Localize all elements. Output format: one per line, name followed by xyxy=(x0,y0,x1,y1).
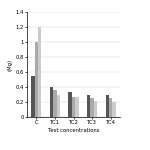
Y-axis label: (Mg): (Mg) xyxy=(7,58,12,70)
Bar xyxy=(57,95,60,117)
Bar xyxy=(38,27,41,117)
Bar xyxy=(109,98,112,117)
Bar xyxy=(68,92,72,117)
Bar xyxy=(50,87,53,117)
X-axis label: Test concentrations: Test concentrations xyxy=(48,128,99,133)
Bar xyxy=(35,42,38,117)
Bar xyxy=(31,76,35,117)
Bar xyxy=(75,97,79,117)
Bar xyxy=(90,98,94,117)
Bar xyxy=(112,102,116,117)
Bar xyxy=(106,95,109,117)
Bar xyxy=(94,100,97,117)
Bar xyxy=(87,94,90,117)
Bar xyxy=(72,97,75,117)
Bar xyxy=(53,90,57,117)
